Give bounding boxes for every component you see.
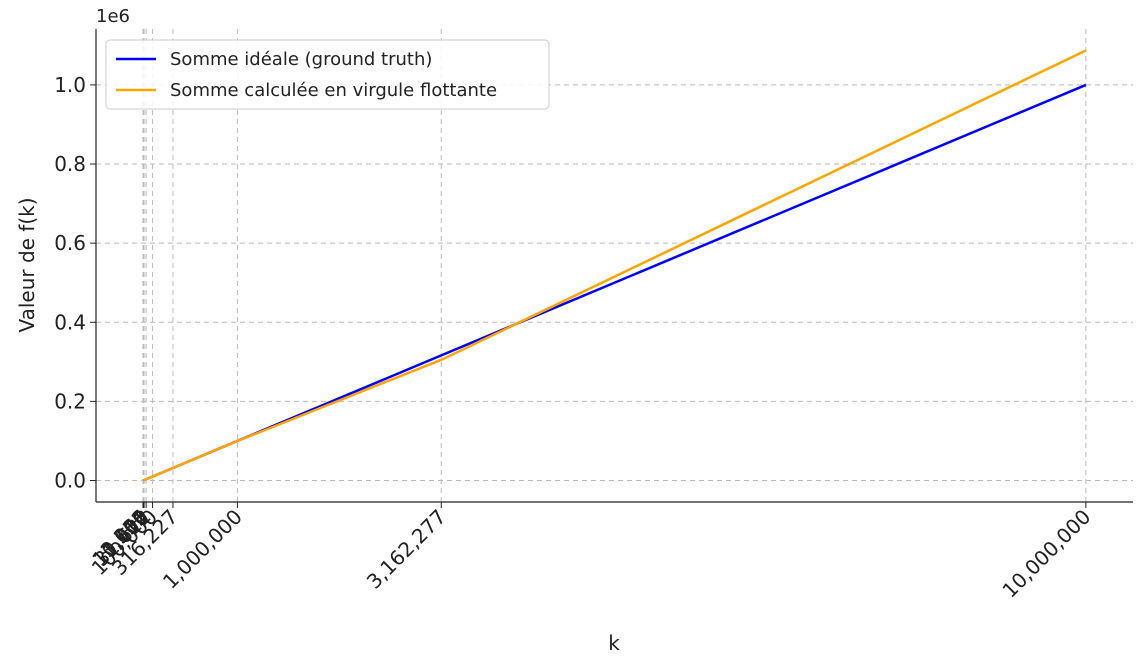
y-tick-label: 0.4 [54,310,86,334]
y-tick-label: 0.2 [54,389,86,413]
y-tick-label: 0.6 [54,231,86,255]
series-line [142,49,1087,482]
legend-box [105,39,550,110]
legend-label: Somme calculée en virgule flottante [170,80,497,101]
y-offset-text: 1e6 [96,6,130,27]
x-axis-label: k [608,631,620,655]
y-tick-label: 0.8 [54,152,86,176]
y-axis-label: Valeur de f(k) [15,197,39,332]
x-tick-label: 3,162,277 [362,505,451,594]
legend-label: Somme idéale (ground truth) [170,49,432,70]
x-tick-label: 10,000,000 [997,505,1095,603]
y-tick-label: 1.0 [54,73,86,97]
legend: Somme idéale (ground truth) Somme calculé… [105,39,550,110]
y-tick-label: 0.0 [54,469,86,493]
